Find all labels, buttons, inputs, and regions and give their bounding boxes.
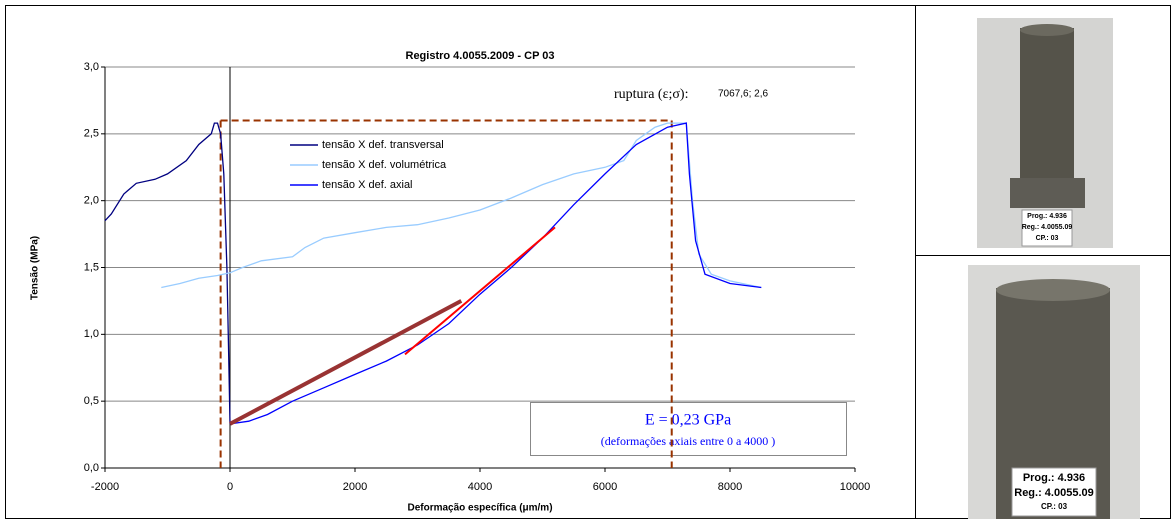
x-tick-label: 4000 [468, 481, 492, 493]
photo [968, 265, 1140, 519]
annotation: (deformações axiais entre 0 a 4000 ) [601, 434, 776, 448]
photo-label: Reg.: 4.0055.09 [1022, 224, 1073, 231]
photo-label: Reg.: 4.0055.09 [1014, 487, 1094, 499]
x-tick-label: 6000 [593, 481, 617, 493]
x-tick-label: 0 [227, 481, 233, 493]
legend-label: tensão X def. volumétrica [322, 159, 447, 171]
annotation: 7067,6; 2,6 [718, 89, 768, 100]
x-tick-label: 10000 [840, 481, 871, 493]
x-axis-label: Deformação específica (μm/m) [407, 503, 552, 514]
photo-label: Prog.: 4.936 [1027, 213, 1067, 220]
x-tick-label: -2000 [91, 481, 119, 493]
legend-label: tensão X def. transversal [322, 139, 444, 151]
y-tick-label: 2,0 [84, 195, 99, 207]
photo [977, 18, 1113, 248]
series-line [229, 299, 463, 426]
chart-title: Registro 4.0055.2009 - CP 03 [406, 50, 555, 62]
series-line [161, 122, 762, 289]
y-axis-label: Tensão (MPa) [30, 236, 41, 300]
series-line [404, 226, 556, 356]
photo-label: CP.: 03 [1036, 235, 1059, 242]
y-tick-label: 1,0 [84, 328, 99, 340]
photo-label: CP.: 03 [1041, 502, 1068, 511]
series-line [229, 122, 762, 425]
y-tick-label: 2,5 [84, 128, 99, 140]
y-tick-label: 3,0 [84, 61, 99, 73]
annotation: ruptura (ε;σ): [614, 87, 688, 102]
x-tick-label: 8000 [718, 481, 742, 493]
y-tick-label: 0,0 [84, 462, 99, 474]
plot: 0,0 0,5 1,0 1,5 2,0 2,5 3,0 -2000 0 2000 4000 6000 8… [84, 61, 871, 493]
x-tick-label: 2000 [343, 481, 367, 493]
y-tick-label: 1,5 [84, 261, 99, 273]
y-tick-label: 0,5 [84, 395, 99, 407]
annotation: E = 0,23 GPa [645, 412, 731, 429]
annotation-box [530, 402, 847, 456]
legend-label: tensão X def. axial [322, 179, 413, 191]
series-line [104, 122, 231, 424]
photo-label: Prog.: 4.936 [1023, 472, 1085, 484]
